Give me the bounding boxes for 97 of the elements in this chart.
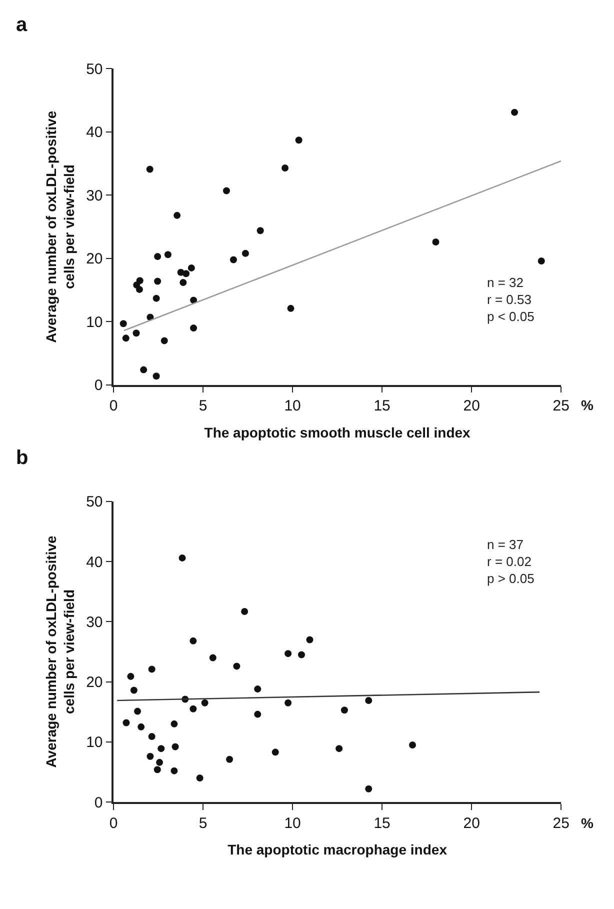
x-tick-label: 25 — [552, 814, 570, 832]
point — [408, 741, 416, 748]
y-tick-label: 50 — [86, 60, 103, 78]
x-tick-label: 15 — [374, 814, 390, 832]
y-tick-label: 10 — [86, 734, 103, 752]
point — [432, 238, 440, 246]
point — [336, 745, 343, 752]
point — [180, 278, 187, 286]
point — [222, 187, 230, 194]
x-tick-label: 10 — [284, 398, 301, 415]
y-tick-label: 30 — [86, 614, 103, 631]
y-tick-label: 20 — [86, 674, 103, 692]
x-tick-label: 20 — [463, 814, 480, 832]
x-tick-label: 25 — [552, 398, 570, 415]
point — [538, 257, 545, 264]
point — [254, 710, 262, 718]
y-axis-title: Average number of oxLDL-positive cells per view-field — [42, 536, 78, 768]
point — [148, 733, 156, 740]
point — [209, 654, 216, 662]
point — [282, 164, 289, 172]
point — [174, 212, 181, 219]
y-tick-label: 40 — [86, 124, 103, 142]
point — [256, 227, 264, 234]
point — [340, 706, 348, 714]
y-tick-label: 50 — [86, 494, 103, 511]
x-tick-label: 5 — [198, 814, 208, 832]
point — [190, 296, 198, 304]
point — [146, 752, 154, 760]
point — [127, 672, 134, 680]
point — [132, 330, 140, 337]
point — [136, 286, 143, 293]
x-axis-title: The apoptotic macrophage index — [228, 842, 448, 858]
point — [148, 666, 156, 673]
point — [196, 774, 204, 782]
point — [146, 166, 154, 173]
point — [287, 304, 294, 312]
y-tick-label: 10 — [86, 314, 103, 331]
x-tick-label: 5 — [198, 398, 208, 415]
point — [154, 766, 161, 774]
point — [170, 767, 178, 774]
text: % — [581, 815, 594, 831]
point — [295, 136, 302, 144]
point — [284, 699, 292, 706]
x-tick-label: 0 — [109, 814, 118, 832]
x-tick-label: 10 — [284, 814, 301, 832]
point — [152, 372, 160, 380]
point — [172, 743, 179, 750]
point — [188, 264, 195, 272]
chart-title: b — [16, 447, 28, 469]
x-tick-label: 0 — [109, 398, 118, 415]
y-tick-label: 20 — [86, 250, 103, 268]
y-tick-label: 0 — [94, 377, 103, 394]
point — [160, 337, 168, 344]
point — [230, 256, 237, 264]
point — [365, 696, 372, 704]
point — [242, 250, 249, 257]
point — [170, 720, 178, 728]
chart-title: a — [16, 14, 28, 36]
point — [226, 756, 234, 763]
point — [178, 554, 186, 562]
point — [122, 334, 130, 342]
point — [298, 651, 305, 658]
point — [241, 608, 248, 615]
point — [272, 748, 279, 756]
point — [138, 723, 145, 730]
point — [284, 650, 292, 658]
point — [190, 637, 197, 644]
y-tick-label: 30 — [86, 187, 103, 204]
point — [190, 705, 197, 712]
point — [164, 251, 172, 258]
point — [254, 686, 262, 693]
point — [122, 719, 130, 726]
y-axis-title: Average number of oxLDL-positive cells per view-field — [42, 110, 78, 343]
point — [306, 636, 314, 644]
point — [134, 708, 142, 715]
point — [158, 745, 165, 752]
point — [140, 366, 148, 374]
point — [365, 785, 372, 792]
annotation: n = 37 r = 0.02 p > 0.05 — [487, 537, 534, 586]
annotation: n = 32 r = 0.53 p < 0.05 — [487, 275, 534, 324]
point — [511, 108, 518, 116]
point — [233, 662, 240, 670]
x-tick-label: 20 — [463, 398, 480, 415]
point — [182, 270, 190, 278]
point — [130, 686, 138, 694]
point — [190, 324, 198, 332]
text: % — [581, 397, 594, 413]
y-tick-label: 40 — [86, 554, 103, 571]
point — [156, 758, 164, 766]
x-axis-title: The apoptotic smooth muscle cell index — [204, 424, 471, 441]
point — [154, 278, 162, 285]
point — [154, 253, 162, 260]
point — [152, 294, 160, 302]
point — [201, 699, 208, 706]
y-tick-label: 0 — [94, 794, 103, 812]
point — [120, 320, 127, 328]
x-tick-label: 15 — [374, 398, 390, 415]
